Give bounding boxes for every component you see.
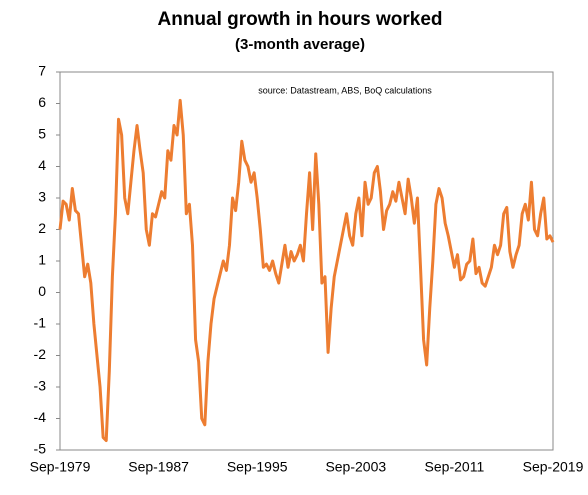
y-tick-label: -3 (34, 378, 47, 394)
y-tick-label: 2 (38, 220, 46, 236)
y-tick-label: 4 (38, 157, 46, 173)
plot-frame (59, 71, 554, 451)
chart-title: Annual growth in hours worked (158, 9, 443, 30)
y-tick-label: 6 (38, 94, 46, 110)
data-line (58, 98, 555, 443)
x-tick-label: Sep-1979 (30, 459, 91, 475)
y-tick-label: -2 (34, 346, 47, 362)
x-tick-label: Sep-2011 (425, 459, 485, 475)
x-tick-label: Sep-2019 (523, 459, 584, 475)
y-tick-label: 0 (38, 283, 46, 299)
x-tick-label: Sep-1987 (128, 459, 189, 475)
y-tick-label: -5 (34, 441, 47, 457)
annotation: source: Datastream, ABS, BoQ calculation… (258, 85, 432, 95)
y-tick-label: -4 (34, 409, 47, 425)
y-tick-label: -1 (34, 315, 47, 331)
x-tick-label: Sep-1995 (227, 459, 288, 475)
y-tick-label: 3 (38, 189, 46, 205)
y-tick-label: 7 (38, 63, 46, 79)
y-tick-label: 1 (38, 252, 46, 268)
x-tick-label: Sep-2003 (325, 459, 386, 475)
chart-subtitle: (3-month average) (235, 36, 365, 53)
y-tick-label: 5 (38, 126, 46, 142)
